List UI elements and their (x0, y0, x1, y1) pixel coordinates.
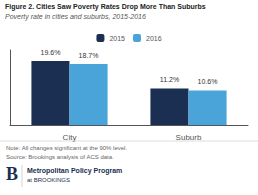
svg-text:2016: 2016 (146, 35, 162, 42)
svg-text:18.7%: 18.7% (79, 52, 99, 59)
svg-text:City: City (63, 133, 77, 142)
svg-text:11.2%: 11.2% (160, 76, 179, 83)
svg-text:2015: 2015 (109, 35, 125, 42)
svg-text:Suburb: Suburb (176, 133, 202, 142)
svg-text:B: B (6, 164, 18, 184)
svg-text:10.6%: 10.6% (198, 78, 218, 85)
svg-text:Source: Brookings analysis of: Source: Brookings analysis of ACS data. (6, 154, 114, 160)
svg-text:Metropolitan Policy Program: Metropolitan Policy Program (27, 167, 122, 175)
svg-text:Poverty rate in cities and sub: Poverty rate in cities and suburbs, 2015… (5, 13, 146, 21)
svg-text:Figure 2. Cities Saw Poverty R: Figure 2. Cities Saw Poverty Rates Drop … (5, 3, 206, 11)
svg-text:Note: All changes significant: Note: All changes significant at the 90%… (6, 145, 127, 151)
svg-text:19.6%: 19.6% (41, 49, 61, 56)
svg-text:at BROOKINGS: at BROOKINGS (27, 177, 70, 183)
